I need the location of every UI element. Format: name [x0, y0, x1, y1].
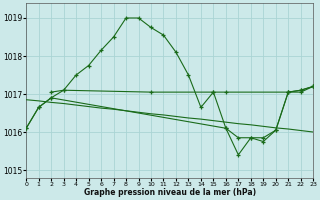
X-axis label: Graphe pression niveau de la mer (hPa): Graphe pression niveau de la mer (hPa): [84, 188, 256, 197]
